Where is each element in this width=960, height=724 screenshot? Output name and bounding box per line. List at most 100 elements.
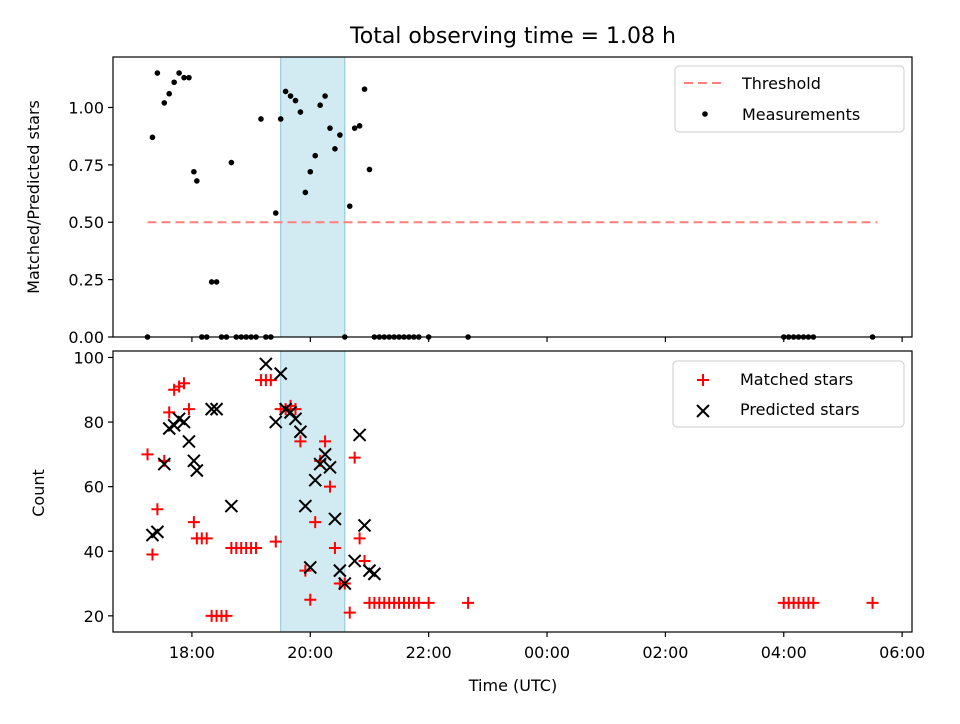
matched-stars-legend-marker: [697, 374, 709, 386]
bottom-plot-frame: [112, 350, 913, 633]
measurement-point: [322, 93, 328, 99]
measurement-point: [282, 88, 289, 95]
matched-star-point: [807, 596, 820, 609]
bottom-y-axis-label: Count: [29, 469, 48, 517]
top-plot-frame: [112, 56, 913, 338]
top-y-ticks: 0.00 0.25 0.50 0.75 1.00: [68, 98, 113, 347]
predicted-star-point: [313, 457, 327, 471]
measurement-point: [213, 279, 220, 285]
x-axis-label: Time (UTC): [468, 676, 557, 695]
measurement-point: [181, 74, 187, 81]
predicted-stars-series: [145, 357, 382, 591]
matched-star-point: [866, 596, 879, 609]
predicted-star-point: [273, 366, 288, 381]
matched-star-point: [299, 564, 312, 577]
top-y-axis-label: Matched/Predicted stars: [24, 100, 43, 294]
measurement-point: [272, 210, 279, 216]
x-tick-label: 20:00: [287, 643, 333, 662]
matched-star-point: [319, 435, 332, 448]
matched-star-point: [353, 532, 366, 545]
measurement-point: [277, 116, 284, 122]
predicted-star-point: [328, 512, 342, 526]
measurement-point: [292, 97, 299, 104]
predicted-star-point: [259, 357, 273, 371]
measurement-point: [297, 109, 304, 115]
measurement-point: [161, 100, 168, 106]
bottom-legend-box: [672, 360, 905, 428]
predicted-star-point: [308, 473, 322, 487]
measurements-legend-marker: [702, 111, 708, 117]
x-tick-label: 00:00: [524, 643, 570, 662]
matched-star-point: [324, 480, 337, 493]
predicted-star-point: [157, 457, 172, 471]
matched-star-point: [343, 606, 356, 619]
bottom-x-ticks: 18:00 20:00 22:00 00:00 02:00 04:00 06:00: [169, 632, 925, 662]
measurement-point: [327, 125, 333, 131]
y-tick-label: 60: [84, 478, 104, 497]
measurements-legend-label: Measurements: [742, 105, 860, 124]
measurement-point: [346, 203, 353, 209]
measurement-point: [312, 152, 319, 159]
bottom-panel: 20 40 60 80 100 18:00 20:00 22:00 00:00 02:00 04:…: [29, 348, 925, 695]
matched-star-point: [309, 516, 322, 529]
matched-star-point: [289, 403, 302, 416]
measurement-point: [194, 178, 200, 184]
measurement-point: [287, 93, 294, 99]
predicted-star-point: [288, 412, 303, 426]
x-tick-label: 04:00: [761, 643, 807, 662]
measurement-point: [149, 134, 156, 141]
matched-star-point: [304, 593, 317, 606]
measurement-point: [166, 90, 173, 97]
predicted-star-point: [177, 415, 191, 429]
x-tick-label: 18:00: [169, 643, 215, 662]
top-legend-box: [674, 65, 905, 133]
measurement-point: [176, 70, 182, 76]
measurement-point: [302, 189, 309, 196]
measurement-point: [191, 168, 197, 175]
y-tick-label: 0.75: [68, 156, 104, 175]
y-tick-label: 0.00: [68, 328, 104, 347]
predicted-star-point: [323, 460, 337, 474]
predicted-star-point: [298, 499, 313, 513]
matched-star-point: [178, 377, 191, 390]
top-panel: 0.00 0.25 0.50 0.75 1.00 Matched/Predicted s…: [24, 56, 913, 347]
predicted-star-point: [182, 434, 196, 449]
predicted-star-point: [347, 554, 362, 568]
predicted-star-point: [352, 428, 367, 442]
bottom-legend: Matched stars Predicted stars: [672, 360, 905, 428]
matched-star-point: [269, 535, 282, 548]
measurement-point: [366, 166, 373, 173]
predicted-star-point: [283, 405, 298, 420]
predicted-star-point: [204, 402, 219, 416]
predicted-star-point: [150, 525, 165, 539]
figure-title: Total observing time = 1.08 h: [349, 24, 676, 49]
bottom-y-ticks: 20 40 60 80 100: [73, 348, 113, 626]
y-tick-label: 40: [84, 542, 104, 561]
predicted-star-point: [318, 447, 332, 462]
matched-star-point: [250, 542, 263, 555]
y-tick-label: 0.50: [68, 213, 104, 232]
y-tick-label: 0.25: [68, 271, 104, 290]
matched-star-point: [294, 435, 307, 448]
measurement-point: [337, 132, 343, 138]
measurement-point: [356, 123, 363, 129]
predicted-star-point: [333, 563, 347, 578]
measurement-point: [307, 168, 314, 175]
matched-star-point: [462, 596, 475, 609]
matched-star-point: [182, 403, 195, 416]
predicted-star-point: [224, 499, 239, 513]
predicted-star-point: [190, 463, 204, 478]
y-tick-label: 20: [84, 607, 104, 626]
predicted-star-point: [209, 402, 224, 416]
matched-star-point: [348, 451, 361, 464]
y-tick-label: 100: [73, 348, 104, 367]
matched-star-point: [220, 609, 233, 622]
bottom-highlight-band: [280, 350, 346, 633]
measurement-point: [208, 279, 215, 285]
matched-star-point: [163, 406, 176, 419]
x-tick-label: 22:00: [406, 643, 452, 662]
y-tick-label: 80: [84, 413, 104, 432]
measurement-point: [317, 102, 323, 108]
matched-star-point: [141, 448, 154, 461]
